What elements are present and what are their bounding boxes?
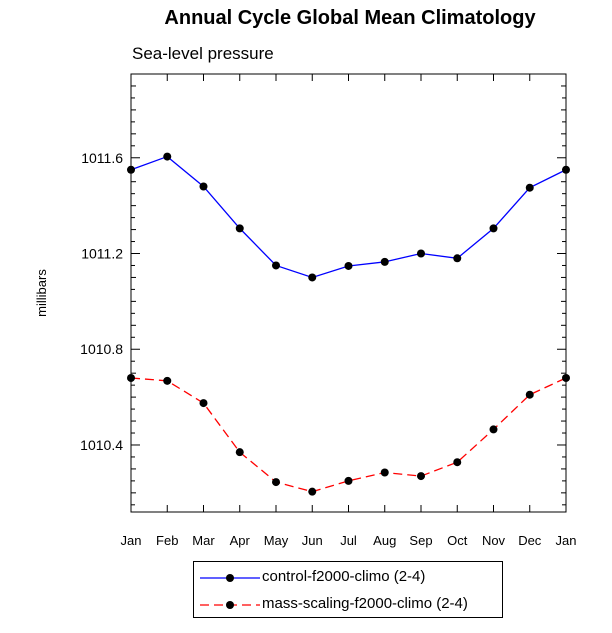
x-tick-label: Dec [518, 533, 542, 548]
data-point [272, 261, 280, 270]
data-point [489, 224, 498, 233]
chart-subtitle: Sea-level pressure [132, 44, 274, 63]
data-point [380, 468, 389, 477]
chart-title: Annual Cycle Global Mean Climatology [164, 7, 536, 29]
data-point [344, 261, 353, 270]
legend-item-control: control-f2000-climo (2-4) [194, 566, 502, 588]
x-tick-label: Apr [230, 533, 251, 548]
legend-item-mass-scaling: mass-scaling-f2000-climo (2-4) [194, 593, 502, 615]
y-tick-label: 1010.4 [80, 437, 123, 453]
data-point [417, 472, 425, 481]
x-tick-label: Nov [482, 533, 506, 548]
data-point [525, 390, 534, 399]
data-point [453, 458, 462, 467]
y-tick-label: 1010.8 [80, 341, 123, 357]
data-point [199, 399, 208, 408]
series-layer [127, 152, 570, 496]
x-tick-label: Oct [447, 533, 468, 548]
data-point [235, 224, 244, 233]
data-point [344, 476, 353, 485]
x-tick-label: Jan [556, 533, 577, 548]
x-tick-labels: Jan Feb Mar Apr May Jun Jul Aug Sep Oct Nov Dec Jan [121, 533, 577, 548]
plot-frame [130, 73, 567, 513]
x-tick-label: Jul [340, 533, 357, 548]
data-point [380, 257, 389, 266]
data-point [199, 182, 208, 191]
legend-swatch-control [200, 574, 260, 582]
x-tick-label: May [264, 533, 289, 548]
x-tick-label: Feb [156, 533, 178, 548]
series-line-0 [130, 155, 567, 279]
x-tick-label: Jan [121, 533, 142, 548]
data-point [272, 478, 280, 487]
data-point [417, 249, 425, 258]
x-tick-label: Aug [373, 533, 396, 548]
data-point [163, 152, 172, 161]
data-point [525, 183, 534, 192]
y-tick-labels: 1010.4 1010.8 1011.2 1011.6 [80, 150, 123, 453]
data-point [235, 448, 244, 457]
data-point [562, 373, 570, 382]
minor-ticks [131, 73, 566, 506]
y-tick-label: 1011.2 [81, 246, 123, 262]
data-point [562, 165, 570, 174]
data-point [453, 254, 462, 263]
data-point [308, 487, 317, 496]
legend-swatch-mass-scaling [200, 601, 260, 609]
legend-label-control: control-f2000-climo (2-4) [262, 568, 426, 585]
major-ticks [130, 74, 567, 512]
legend-label-mass-scaling: mass-scaling-f2000-climo (2-4) [262, 595, 468, 612]
legend: control-f2000-climo (2-4) mass-scaling-f… [193, 561, 503, 618]
data-point [308, 273, 317, 282]
y-tick-label: 1011.6 [81, 150, 123, 166]
data-point [127, 165, 135, 174]
data-point [163, 376, 172, 385]
x-tick-label: Mar [192, 533, 215, 548]
data-point [489, 425, 498, 434]
data-point [127, 373, 135, 382]
x-tick-label: Sep [409, 533, 432, 548]
y-axis-label: millibars [34, 269, 49, 317]
series-line-1 [130, 377, 567, 493]
x-tick-label: Jun [302, 533, 323, 548]
